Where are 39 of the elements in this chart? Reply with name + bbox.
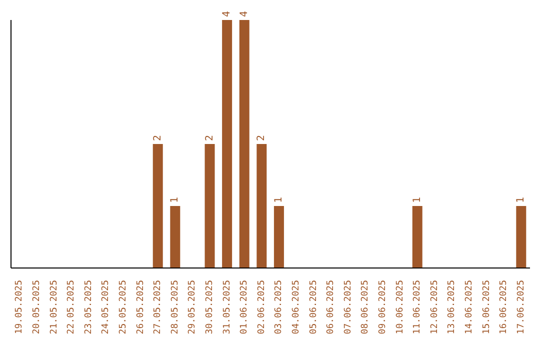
x-tick-label: 26.05.2025: [136, 280, 146, 334]
x-tick-label: 29.05.2025: [188, 280, 198, 334]
data-label: 1: [170, 196, 181, 203]
x-tick-label: 14.06.2025: [464, 280, 474, 334]
x-tick-label: 15.06.2025: [482, 280, 492, 334]
x-tick-label: 28.05.2025: [170, 280, 180, 334]
x-tick-label: 16.06.2025: [499, 280, 510, 334]
x-tick-label: 27.05.2025: [153, 280, 164, 334]
x-tick-label: 23.05.2025: [84, 280, 94, 334]
data-label: 1: [412, 196, 423, 203]
x-tick-label: 10.06.2025: [395, 280, 406, 334]
x-tick-label: 24.05.2025: [101, 280, 112, 334]
data-label: 2: [256, 134, 268, 141]
x-tick-label: 30.05.2025: [204, 280, 215, 334]
x-tick-label: 31.05.2025: [222, 280, 232, 334]
data-label: 4: [238, 10, 250, 17]
x-tick-label: 06.06.2025: [326, 280, 336, 334]
x-tick-label: 04.06.2025: [291, 280, 302, 334]
x-tick-label: 19.05.2025: [14, 280, 25, 334]
x-tick-label: 05.06.2025: [308, 280, 319, 334]
x-tick-label: 02.06.2025: [256, 280, 267, 334]
data-label: 4: [222, 10, 233, 17]
x-tick-label: 12.06.2025: [430, 280, 440, 334]
x-tick-label: 11.06.2025: [412, 280, 423, 334]
x-tick-label: 09.06.2025: [378, 280, 388, 334]
x-tick-label: 22.05.2025: [66, 280, 77, 334]
data-label: 1: [516, 196, 527, 203]
x-tick-label: 08.06.2025: [360, 280, 371, 334]
x-tick-label: 20.05.2025: [32, 280, 42, 334]
x-tick-label: 25.05.2025: [118, 280, 128, 334]
data-label: 2: [152, 134, 164, 141]
data-label: 2: [204, 134, 216, 141]
x-tick-label: 03.06.2025: [274, 280, 284, 334]
x-tick-label: 07.06.2025: [343, 280, 354, 334]
x-tick-label: 01.06.2025: [240, 280, 250, 334]
x-tick-label: 13.06.2025: [447, 280, 458, 334]
x-tick-label: 21.05.2025: [49, 280, 60, 334]
data-label: 1: [273, 196, 284, 203]
x-tick-label: 17.06.2025: [516, 280, 526, 334]
